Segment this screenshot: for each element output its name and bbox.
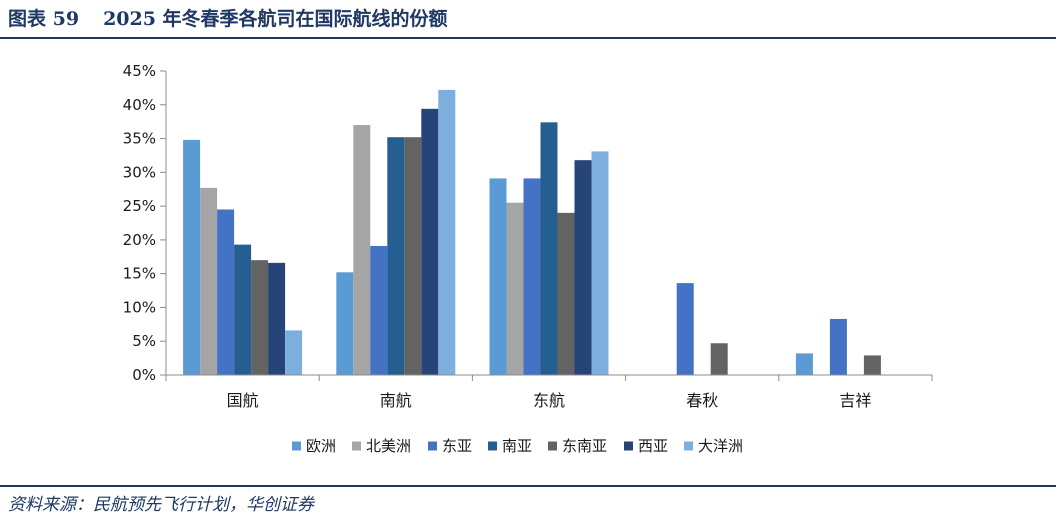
legend-item-北美洲: 北美洲 (352, 437, 411, 455)
y-tick-label: 45% (123, 62, 156, 80)
y-tick-label: 15% (123, 265, 156, 283)
bar-东航-南亚 (540, 122, 558, 375)
y-tick-label: 20% (123, 231, 156, 249)
x-axis: 国航 南航 东航 春秋 吉祥 (165, 374, 933, 410)
y-tick-label: 40% (123, 96, 156, 114)
y-tick-label: 30% (123, 163, 156, 181)
legend-label: 大洋洲 (698, 437, 743, 455)
legend-swatch (624, 441, 633, 451)
bar-南航-北美洲 (353, 125, 371, 376)
footer-divider (0, 485, 1056, 487)
y-tick-label: 10% (123, 298, 156, 316)
figure-title-text: 2025 年冬春季各航司在国际航线的份额 (103, 8, 448, 30)
bar-国航-西亚 (268, 262, 286, 375)
bar-南航-东亚 (370, 245, 388, 375)
legend-swatch (352, 441, 361, 451)
legend-swatch (548, 441, 557, 451)
legend-label: 西亚 (638, 437, 668, 455)
bar-东航-欧洲 (489, 178, 507, 375)
x-tick-label: 国航 (227, 391, 259, 410)
y-tick-label: 35% (123, 130, 156, 148)
figure-title: 图表 59 2025 年冬春季各航司在国际航线的份额 (8, 4, 448, 34)
bars (183, 89, 881, 376)
bar-春秋-东南亚 (710, 343, 728, 375)
legend: 欧洲 北美洲 东亚 南亚 东南亚 西亚 大洋洲 (292, 437, 743, 455)
figure-number: 图表 59 (8, 8, 80, 30)
legend-label: 东亚 (442, 437, 472, 455)
y-axis: 0% 5% 10% 15% 20% 25% 30% 35% 40% 45% (123, 62, 167, 384)
bar-南航-西亚 (421, 108, 439, 375)
bar-东航-东南亚 (557, 212, 575, 375)
bar-东航-北美洲 (506, 202, 524, 375)
legend-swatch (292, 441, 301, 451)
y-tick-label: 25% (123, 197, 156, 215)
bar-chart: 0%5%10%15%20%25%30%35%40%45% 国航 南航 东航 春秋 吉祥 … (123, 62, 933, 455)
legend-label: 南亚 (502, 437, 532, 455)
legend-item-东南亚: 东南亚 (548, 437, 607, 455)
legend-label: 北美洲 (366, 437, 411, 455)
bar-东航-西亚 (574, 160, 592, 375)
legend-item-南亚: 南亚 (488, 437, 532, 455)
bar-东航-东亚 (523, 178, 541, 375)
legend-label: 东南亚 (562, 437, 607, 455)
bar-国航-东南亚 (251, 260, 269, 375)
bar-国航-北美洲 (200, 187, 218, 375)
legend-item-西亚: 西亚 (624, 437, 668, 455)
x-tick-label: 春秋 (686, 391, 718, 410)
legend-swatch (488, 441, 497, 451)
bar-南航-欧洲 (336, 272, 354, 375)
legend-item-东亚: 东亚 (428, 437, 472, 455)
y-tick-label: 0% (132, 366, 156, 384)
bar-国航-欧洲 (183, 139, 201, 375)
title-divider (0, 37, 1056, 39)
bar-南航-东南亚 (404, 137, 422, 375)
bar-吉祥-东南亚 (863, 355, 881, 375)
legend-swatch (684, 441, 693, 451)
bar-吉祥-东亚 (829, 318, 847, 375)
bar-吉祥-欧洲 (795, 353, 813, 375)
bar-国航-大洋洲 (285, 330, 303, 375)
x-tick-label: 南航 (380, 391, 412, 410)
x-tick-label: 东航 (533, 391, 565, 410)
source-note: 资料来源：民航预先飞行计划，华创证券 (8, 495, 314, 515)
legend-item-大洋洲: 大洋洲 (684, 437, 743, 455)
x-tick-label: 吉祥 (839, 391, 871, 410)
bar-国航-东亚 (217, 209, 235, 375)
legend-item-欧洲: 欧洲 (292, 437, 336, 455)
legend-label: 欧洲 (306, 437, 336, 455)
bar-国航-南亚 (234, 244, 252, 375)
y-tick-label: 5% (132, 332, 156, 350)
bar-南航-南亚 (387, 137, 405, 375)
bar-春秋-东亚 (676, 283, 694, 375)
legend-swatch (428, 441, 437, 451)
bar-南航-大洋洲 (438, 89, 456, 375)
bar-东航-大洋洲 (591, 151, 609, 375)
